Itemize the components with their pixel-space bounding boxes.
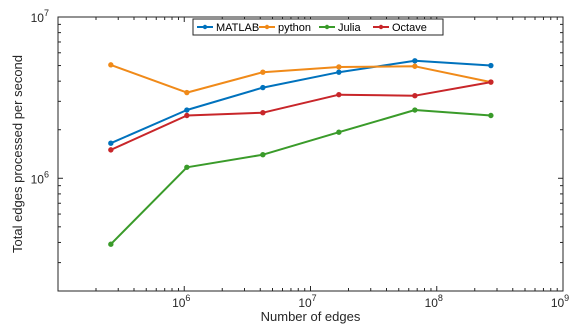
x-tick-label: 108 [425,293,443,310]
legend: MATLAB python Julia Octave [192,18,444,36]
legend-label: MATLAB [216,22,259,34]
data-point [184,107,190,113]
data-point [260,110,266,116]
data-point [108,62,114,68]
data-point [412,93,418,99]
series-line [110,63,492,94]
data-point [260,84,266,91]
x-tick-labels: 106 107 108 109 [172,293,569,310]
data-point [336,69,342,75]
y-tick-labels: 106 107 [31,8,49,186]
data-point [412,107,418,113]
data-point [488,79,494,85]
data-point [108,140,114,146]
x-tick-label: 109 [551,293,569,310]
series-lines [108,58,494,247]
legend-box [192,18,444,36]
legend-marker [264,24,270,30]
data-point [108,147,114,153]
data-point [412,58,418,64]
data-point [336,129,342,135]
y-tick-label: 106 [31,169,49,186]
legend-item-python: python [259,22,311,34]
data-point [260,152,266,158]
series-julia [108,107,494,247]
x-tick-label: 107 [298,293,316,310]
legend-item-octave: Octave [373,22,427,34]
series-line [110,81,492,151]
legend-label: Octave [392,22,427,34]
series-matlab [108,58,494,146]
legend-marker [202,24,208,30]
legend-item-matlab: MATLAB [197,22,259,34]
data-point [108,241,114,247]
data-point [488,112,494,119]
y-axis-title: Total edges processed per second [10,55,25,253]
legend-label: python [278,22,311,34]
x-axis-title: Number of edges [261,309,361,324]
data-point [336,64,342,70]
y-tick-label: 107 [31,8,49,25]
plot-frame [57,16,564,292]
data-point [412,63,418,69]
series-line [110,109,491,245]
data-point [184,89,190,96]
data-point [184,164,190,170]
data-point [336,91,342,98]
x-tick-label: 106 [172,293,190,310]
data-point [184,112,190,119]
legend-item-julia: Julia [319,22,362,34]
legend-label: Julia [338,22,362,34]
series-octave [108,79,494,153]
series-line [110,59,491,145]
legend-marker [324,24,330,30]
legend-marker [378,24,384,30]
data-point [260,69,266,75]
data-point [488,62,494,69]
